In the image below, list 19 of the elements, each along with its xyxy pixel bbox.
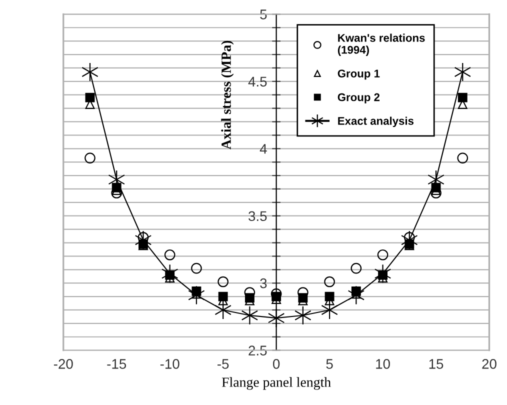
x-tick-label: -10 [160,359,180,369]
x-tick-label: -5 [218,359,229,369]
x-tick-label: 15 [429,359,444,369]
legend-label: Group 1 [338,70,380,80]
legend-label: Exact analysis [338,116,414,128]
legend-label: Group 2 [338,93,380,104]
legend-label: Kwan's relations (1994) [338,34,425,56]
x-axis-title: Flange panel length [222,377,331,390]
x-tick-label: 0 [272,359,280,369]
y-tick-label: 3.5 [248,211,267,222]
x-tick-label: -20 [54,359,73,369]
x-tick-label: 20 [482,359,496,369]
y-axis-title: Axial stress (MPa) [221,40,234,150]
x-tick-label: 5 [326,359,333,369]
y-tick-label: 3 [260,278,267,288]
x-tick-label: -15 [107,359,126,369]
x-tick-label: 10 [376,359,390,369]
y-tick-label: 4 [260,144,267,154]
y-tick-label: 4.5 [248,76,267,87]
